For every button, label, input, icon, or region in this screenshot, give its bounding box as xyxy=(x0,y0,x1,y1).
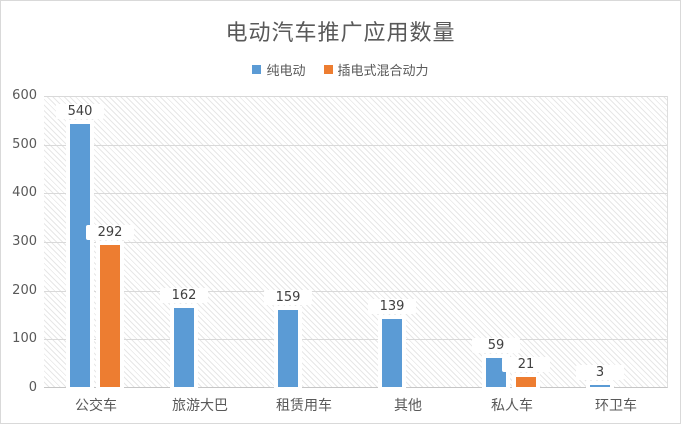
bar-series1-cat0 xyxy=(100,244,120,387)
legend-label-0: 纯电动 xyxy=(266,63,306,79)
y-tick-200: 200 xyxy=(12,282,37,298)
legend-item-1: 插电式混合动力 xyxy=(323,60,429,79)
bar-series0-cat3 xyxy=(382,319,402,387)
gridline-500 xyxy=(44,144,667,146)
bar-series0-cat4 xyxy=(486,358,506,387)
bar-value-label-series0-cat4: 59 xyxy=(472,338,520,354)
legend-swatch-0 xyxy=(252,64,262,74)
x-axis-label-2: 租赁用车 xyxy=(276,398,332,414)
x-axis-label-4: 私人车 xyxy=(491,398,533,414)
y-tick-600: 600 xyxy=(12,88,37,103)
legend-item-0: 纯电动 xyxy=(252,60,306,79)
x-axis-label-5: 环卫车 xyxy=(595,398,637,414)
y-tick-100: 100 xyxy=(12,331,37,347)
bar-series1-cat4 xyxy=(516,376,536,387)
bar-value-label-series0-cat0: 540 xyxy=(56,104,104,120)
gridline-300 xyxy=(44,242,667,243)
y-tick-500: 500 xyxy=(12,136,37,152)
bar-value-label-series1-cat0: 292 xyxy=(86,224,134,240)
chart-title: 电动汽车推广应用数量 xyxy=(225,21,456,46)
legend: 纯电动 插电式混合动力 xyxy=(1,60,680,79)
x-axis-label-3: 其他 xyxy=(394,398,422,414)
bar-series0-cat0 xyxy=(70,124,90,387)
gridline-400 xyxy=(44,193,667,195)
bar-series0-cat2 xyxy=(278,309,298,387)
y-tick-400: 400 xyxy=(12,185,37,201)
bar-value-label-series0-cat5: 3 xyxy=(576,365,624,380)
bar-value-label-series0-cat3: 139 xyxy=(368,299,416,315)
gridline-600 xyxy=(44,96,667,97)
x-axis-label-1: 旅游大巴 xyxy=(172,398,228,414)
legend-swatch-1 xyxy=(323,64,333,74)
legend-label-1: 插电式混合动力 xyxy=(337,63,429,79)
bar-value-label-series0-cat1: 162 xyxy=(160,288,208,304)
gridline-100 xyxy=(44,339,667,341)
bar-value-label-series1-cat4: 21 xyxy=(502,356,550,372)
plot-area: 540 292 公交车 162 旅游大巴 159 租赁用车 139 其他 59 21 私人车 3 环卫车 xyxy=(44,96,668,414)
x-axis-label-0: 公交车 xyxy=(75,398,117,414)
y-tick-300: 300 xyxy=(12,234,37,249)
y-tick-0: 0 xyxy=(28,380,37,395)
bar-series0-cat1 xyxy=(174,308,194,387)
gridline-200 xyxy=(44,290,667,292)
bar-value-label-series0-cat2: 159 xyxy=(264,289,312,305)
bar-series0-cat5 xyxy=(590,385,610,387)
